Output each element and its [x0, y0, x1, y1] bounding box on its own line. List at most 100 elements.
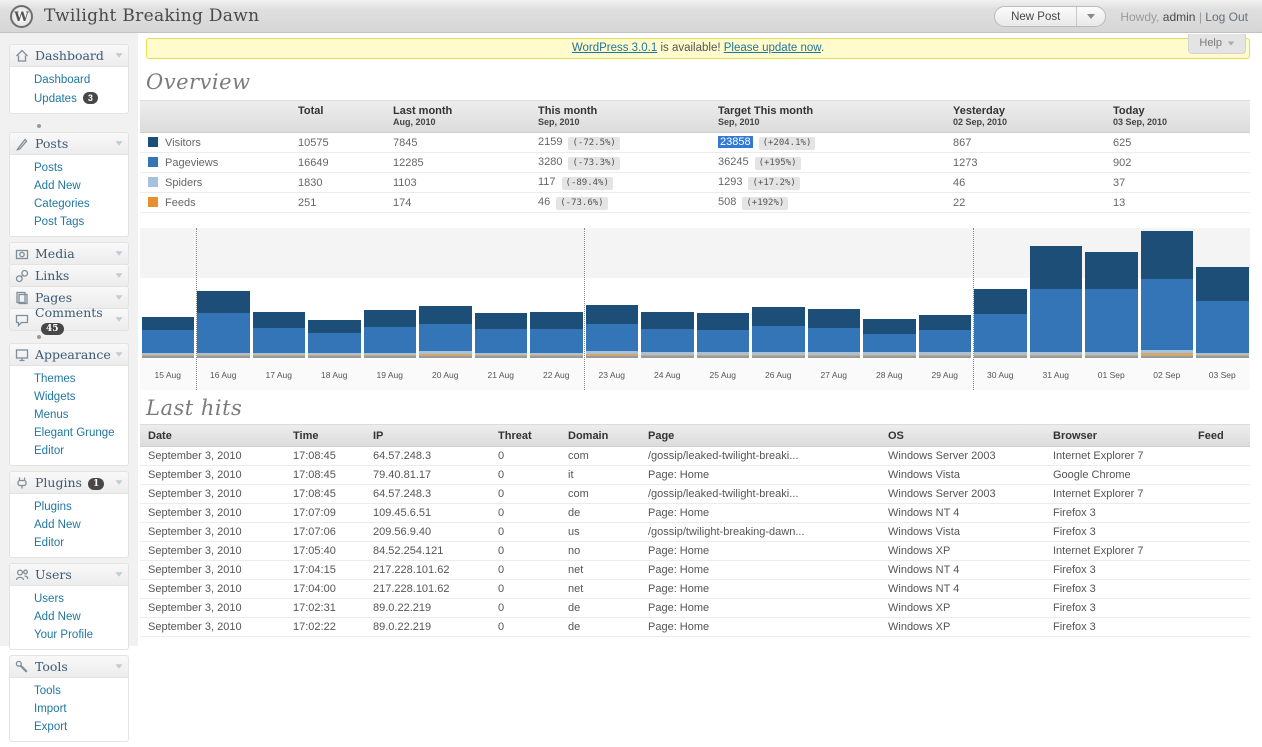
bar-segment-feeds [585, 354, 638, 356]
sidebar-item-plugins[interactable]: Plugins 1 [9, 471, 129, 494]
last-hits-cell: Page: Home [648, 469, 710, 481]
admin-bar-right: New Post Howdy, admin | Log Out [994, 0, 1248, 33]
metric-value-cell: 13 [1105, 197, 1250, 209]
last-hits-cell: 217.228.101.62 [373, 564, 450, 576]
last-hits-cell: 84.52.254.121 [373, 545, 444, 557]
metric-value: 174 [393, 196, 412, 209]
metric-value: 1273 [953, 156, 978, 169]
chevron-down-icon [115, 572, 123, 577]
sidebar-subitem-plugins[interactable]: Plugins [34, 501, 72, 513]
metric-value-cell: 46 [945, 177, 1105, 189]
metric-value: 1103 [393, 176, 417, 189]
overview-row-visitors: Visitors 10575 7845 2159 (-72.5%) 23858 (+204.… [140, 133, 1250, 153]
wordpress-logo-icon: W [10, 5, 33, 28]
sidebar-subitem-users[interactable]: Users [34, 593, 65, 605]
sidebar-item-posts[interactable]: Posts [9, 132, 129, 155]
bar-segment-feeds [308, 355, 361, 356]
chart-x-label: 27 Aug [820, 370, 847, 380]
sidebar-subitem-menus[interactable]: Menus [34, 409, 69, 421]
sidebar-item-pages[interactable]: Pages [9, 286, 129, 309]
last-hits-cell: September 3, 2010 [148, 507, 242, 519]
sidebar-subitem-add-new[interactable]: Add New [34, 611, 81, 623]
metric-value: 46 [953, 176, 966, 189]
last-hits-cell: Windows XP [888, 621, 951, 633]
sidebar-submenu-appearance: Themes Widgets Menus Elegant Grunge Editor [9, 366, 129, 466]
sidebar-item-comments[interactable]: Comments45 [9, 305, 129, 335]
last-hits-cell: 17:05:40 [293, 545, 336, 557]
overview-table-header: Total Last month Aug, 2010 This month Sep, 2… [140, 100, 1250, 133]
bar-segment-feeds [974, 355, 1027, 356]
sidebar-section-label: Appearance [35, 347, 111, 362]
sidebar-subitem-elegant-grunge[interactable]: Elegant Grunge [34, 427, 115, 439]
help-tab[interactable]: Help [1188, 34, 1246, 54]
sidebar-item-media[interactable]: Media [9, 242, 129, 265]
current-user-link[interactable]: admin [1162, 9, 1196, 24]
sidebar-subitem-posts[interactable]: Posts [34, 162, 63, 174]
sidebar-section-label: Media [35, 246, 75, 261]
sidebar-section-label: Links [35, 268, 70, 283]
chart-x-label: 03 Sep [1208, 370, 1236, 380]
sidebar-item-users[interactable]: Users [9, 563, 129, 586]
new-post-dropdown-arrow[interactable] [1076, 7, 1105, 26]
sidebar-subitem-your-profile[interactable]: Your Profile [34, 629, 94, 641]
bar-segment-pageviews [863, 334, 916, 352]
sidebar-section-posts: Posts Posts Add New Categories Post Tags [9, 132, 129, 237]
sidebar-subitem-export[interactable]: Export [34, 721, 68, 733]
sidebar-subitem-editor[interactable]: Editor [34, 537, 65, 549]
overview-header-cell: Last month Aug, 2010 [385, 101, 530, 132]
sidebar-subitem-import[interactable]: Import [34, 703, 67, 715]
bar-baseline [1085, 356, 1138, 358]
last-hits-cell: Internet Explorer 7 [1053, 545, 1144, 557]
bar-segment-pageviews [585, 324, 638, 351]
sidebar-subitem-dashboard[interactable]: Dashboard [34, 74, 91, 86]
sidebar-section-label: Posts [35, 136, 69, 151]
sidebar-subitem-widgets[interactable]: Widgets [34, 391, 76, 403]
logout-link[interactable]: Log Out [1205, 9, 1248, 24]
chart-bar-28-aug [862, 228, 918, 358]
chart-bar-29-aug [917, 228, 973, 358]
column-label: Today [1113, 105, 1145, 117]
last-hits-row: September 3, 2010 17:08:45 64.57.248.3 0 com… [140, 447, 1250, 466]
sidebar-item-links[interactable]: Links [9, 264, 129, 287]
sidebar-subitem-editor[interactable]: Editor [34, 445, 65, 457]
metric-name-cell: Visitors [140, 136, 290, 149]
last-hits-row: September 3, 2010 17:08:45 79.40.81.17 0 it P… [140, 466, 1250, 485]
sidebar-subitem-updates[interactable]: Updates 3 [10, 89, 128, 108]
last-hits-cell: 89.0.22.219 [373, 621, 432, 633]
sidebar-item-appearance[interactable]: Appearance [9, 343, 129, 366]
bar-segment-visitors [918, 315, 971, 330]
last-hits-header-cell: IP [373, 430, 384, 442]
last-hits-row: September 3, 2010 17:07:09 109.45.6.51 0 de P… [140, 504, 1250, 523]
chevron-down-icon [115, 53, 123, 58]
sidebar-subitem-tools[interactable]: Tools [34, 685, 61, 697]
sidebar-item-tools[interactable]: Tools [9, 655, 129, 678]
chart-bar-19-aug [362, 228, 418, 358]
wordpress-version-link[interactable]: WordPress 3.0.1 [571, 42, 658, 54]
count-badge: 45 [41, 322, 64, 335]
metric-value: 37 [1113, 176, 1126, 189]
update-now-link[interactable]: Please update now [723, 42, 821, 54]
new-post-button[interactable]: New Post [994, 6, 1107, 27]
sidebar-subitem-categories[interactable]: Categories [34, 198, 90, 210]
chevron-down-icon [115, 295, 123, 300]
last-hits-cell: 17:08:45 [293, 450, 336, 462]
bar-segment-feeds [863, 355, 916, 356]
bar-baseline [363, 356, 416, 358]
last-hits-cell: Windows Server 2003 [888, 488, 996, 500]
chart-bar-30-aug [973, 228, 1029, 358]
comments-icon [14, 312, 30, 328]
sidebar-submenu-plugins: Plugins Add New Editor [9, 494, 129, 558]
chart-bar-23-aug [584, 228, 640, 358]
last-hits-row: September 3, 2010 17:02:31 89.0.22.219 0 de P… [140, 599, 1250, 618]
sidebar-subitem-add-new[interactable]: Add New [34, 180, 81, 192]
sidebar-item-dashboard[interactable]: Dashboard [9, 44, 129, 67]
chart-bar-22-aug [529, 228, 585, 358]
overview-heading: Overview [146, 70, 251, 94]
metric-name: Spiders [165, 176, 203, 189]
sidebar-subitem-add-new[interactable]: Add New [34, 519, 81, 531]
metric-value-cell: 1830 [290, 177, 385, 189]
last-hits-cell: it [568, 469, 574, 481]
sidebar-subitem-themes[interactable]: Themes [34, 373, 76, 385]
sidebar-subitem-post-tags[interactable]: Post Tags [34, 216, 85, 228]
